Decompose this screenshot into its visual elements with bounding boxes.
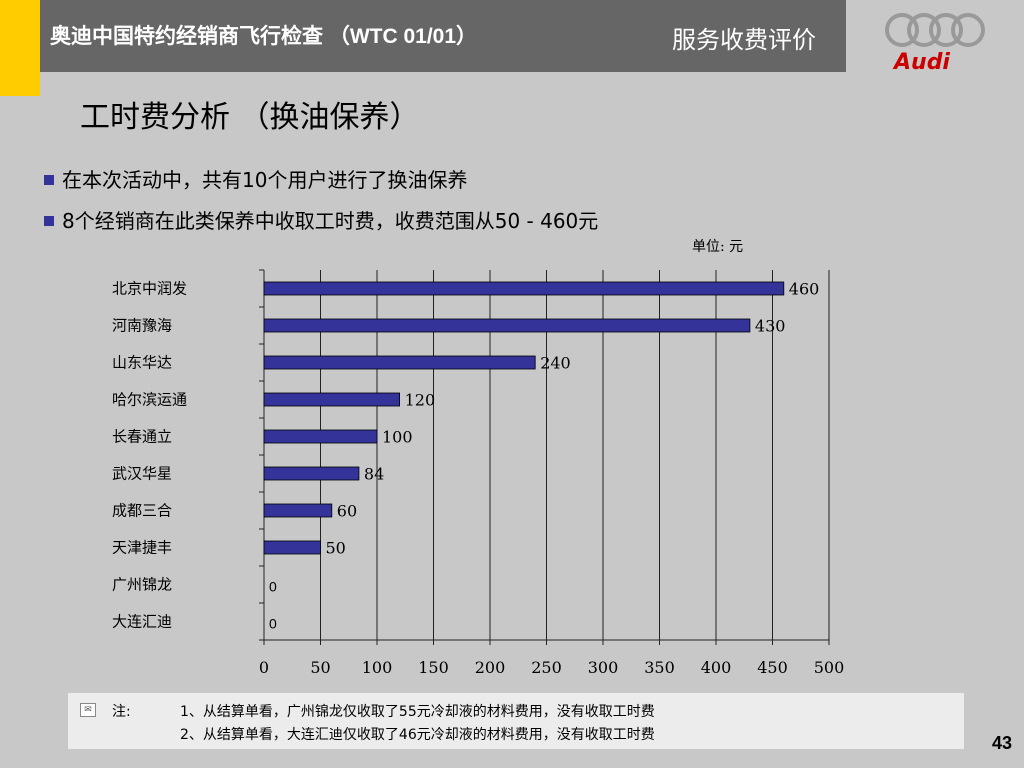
category-label: 成都三合 [112,502,172,520]
category-label: 河南豫海 [112,317,172,335]
bar [263,429,378,444]
audi-logo [880,10,990,80]
notes-label: 注: [112,704,131,720]
value-label: 84 [364,465,384,484]
audi-rings-icon [885,13,985,47]
header-section: 服务收费评价 [672,27,816,54]
x-tick-label: 500 [814,658,845,677]
category-label: 武汉华星 [112,465,172,483]
category-label: 天津捷丰 [112,539,172,557]
value-label: 50 [326,539,346,558]
bar [263,281,785,296]
value-label: 60 [337,502,357,521]
bullet-text: 在本次活动中，共有10个用户进行了换油保养 [62,168,468,192]
unit-label: 单位: 元 [692,239,744,255]
note-line: 2、从结算单看，大连汇迪仅收取了46元冷却液的材料费用，没有收取工时费 [180,727,655,743]
bar [263,540,321,555]
category-label: 大连汇迪 [112,613,172,631]
value-label: 100 [382,428,413,447]
x-tick-label: 300 [588,658,619,677]
notes-box: ✉ 注: 1、从结算单看，广州锦龙仅收取了55元冷却液的材料费用，没有收取工时费… [68,693,964,749]
accent-block [0,0,40,96]
category-label: 哈尔滨运通 [112,391,187,409]
x-tick-label: 400 [701,658,732,677]
category-label: 长春通立 [112,428,172,446]
bullet-text: 8个经销商在此类保养中收取工时费，收费范围从50 - 460元 [62,209,599,233]
bar [263,355,536,370]
page-title: 工时费分析 （换油保养） [80,100,420,135]
category-label: 广州锦龙 [112,576,172,594]
x-tick-label: 0 [259,658,269,677]
bar [263,466,360,481]
bar [263,318,751,333]
category-label: 北京中润发 [112,280,187,298]
header-bar [40,0,846,72]
value-label: 460 [789,280,820,299]
value-label: 0 [269,616,277,632]
bullet-item: 8个经销商在此类保养中收取工时费，收费范围从50 - 460元 [44,205,598,234]
x-tick-label: 450 [757,658,788,677]
x-tick-label: 150 [418,658,449,677]
value-label: 430 [755,317,786,336]
category-label: 山东华达 [112,354,172,372]
bullet-square-icon [44,215,54,226]
note-icon: ✉ [80,703,96,717]
x-tick-label: 250 [531,658,562,677]
x-tick-label: 200 [475,658,506,677]
page-number: 43 [991,733,1012,753]
audi-logo-text: Audi [894,50,950,75]
bullet-square-icon [44,174,54,185]
bar [263,503,333,518]
x-tick-label: 100 [362,658,393,677]
value-label: 240 [540,354,571,373]
note-line: 1、从结算单看，广州锦龙仅收取了55元冷却液的材料费用，没有收取工时费 [180,704,655,720]
value-label: 120 [405,391,436,410]
x-tick-label: 50 [310,658,330,677]
value-label: 0 [269,579,277,595]
header-title: 奥迪中国特约经销商飞行检查 （WTC 01/01） [50,25,478,48]
bullet-item: 在本次活动中，共有10个用户进行了换油保养 [44,164,467,193]
x-tick-label: 350 [644,658,675,677]
bar [263,392,401,407]
